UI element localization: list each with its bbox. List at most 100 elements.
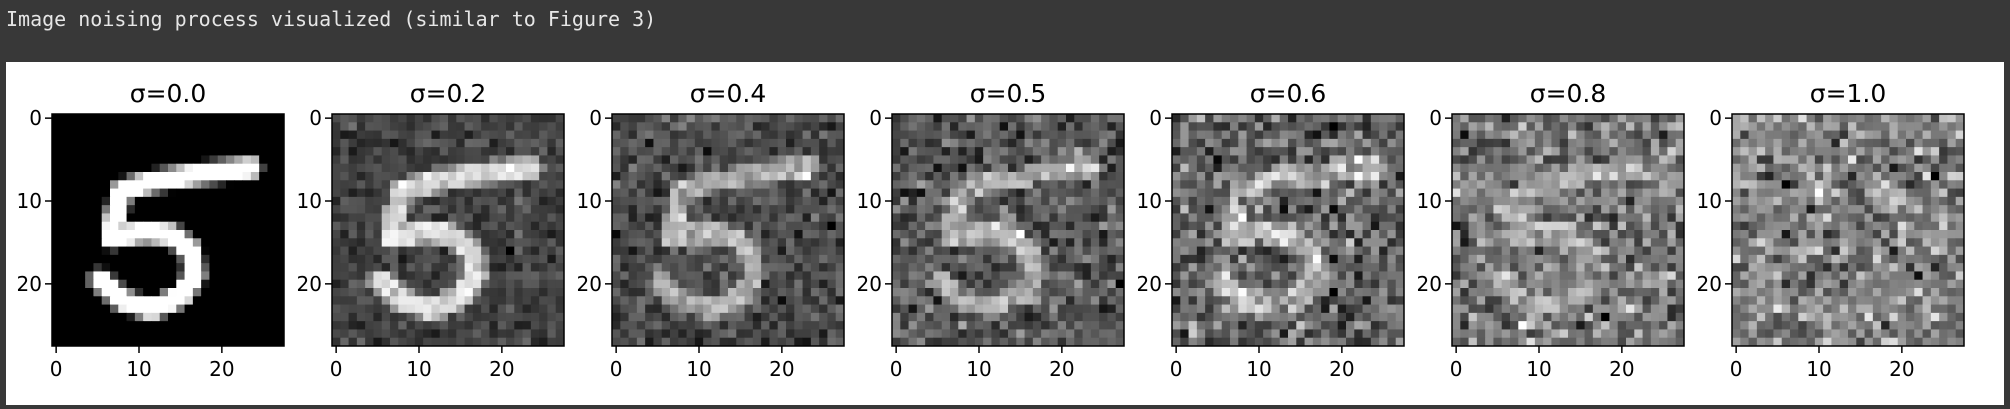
pixel-cell	[176, 155, 185, 165]
pixel-cell	[1559, 122, 1569, 131]
pixel-cell	[1551, 221, 1561, 231]
pixel-cell	[1889, 163, 1899, 173]
pixel-cell	[1041, 254, 1050, 264]
pixel-cell	[1518, 196, 1527, 206]
pixel-cell	[406, 138, 416, 148]
pixel-cell	[983, 147, 992, 156]
pixel-cell	[1090, 155, 1100, 165]
pixel-cell	[661, 263, 671, 272]
pixel-cell	[1041, 271, 1050, 281]
pixel-cell	[1329, 246, 1339, 256]
pixel-cell	[481, 337, 490, 347]
pixel-cell	[539, 321, 548, 330]
pixel-cell	[340, 288, 349, 297]
pixel-cell	[711, 221, 721, 231]
pixel-cell	[340, 138, 349, 148]
pixel-cell	[439, 254, 449, 264]
x-tick-label: 0	[50, 357, 63, 381]
pixel-cell	[390, 254, 399, 264]
y-tick-label: 0	[1429, 106, 1442, 130]
pixel-cell	[769, 163, 779, 173]
pixel-cell	[900, 312, 909, 322]
pixel-cell	[916, 205, 926, 214]
pixel-cell	[126, 205, 136, 214]
pixel-cell	[60, 263, 69, 272]
pixel-cell	[777, 180, 787, 189]
pixel-cell	[1346, 163, 1355, 173]
pixel-cell	[777, 213, 787, 223]
pixel-cell	[827, 254, 837, 264]
pixel-cell	[118, 296, 127, 305]
pixel-cell	[1057, 122, 1067, 131]
pixel-cell	[1460, 246, 1469, 256]
pixel-cell	[1082, 196, 1092, 206]
y-tick-label: 20	[17, 272, 42, 296]
pixel-cell	[1667, 114, 1677, 123]
pixel-cell	[439, 271, 449, 281]
pixel-cell	[1667, 205, 1677, 214]
pixel-cell	[481, 254, 490, 264]
pixel-cell	[1939, 155, 1948, 165]
pixel-cell	[1518, 296, 1527, 305]
pixel-cell	[439, 238, 449, 247]
pixel-cell	[1452, 321, 1461, 330]
pixel-cell	[810, 147, 820, 156]
pixel-cell	[259, 296, 268, 305]
pixel-cell	[1740, 130, 1749, 140]
pixel-cell	[118, 163, 127, 173]
pixel-cell	[101, 312, 111, 322]
pixel-cell	[1526, 180, 1536, 189]
pixel-cell	[539, 263, 548, 272]
pixel-cell	[1032, 221, 1042, 231]
pixel-cell	[60, 329, 69, 339]
pixel-cell	[1057, 296, 1067, 305]
pixel-cell	[118, 147, 127, 156]
pixel-cell	[678, 213, 687, 223]
pixel-cell	[827, 196, 837, 206]
pixel-cell	[192, 122, 202, 131]
pixel-cell	[1493, 205, 1503, 214]
pixel-cell	[827, 172, 837, 181]
pixel-cell	[744, 254, 754, 264]
pixel-cell	[916, 304, 926, 314]
pixel-cell	[719, 337, 729, 347]
pixel-cell	[472, 288, 482, 297]
pixel-cell	[1090, 271, 1100, 281]
pixel-cell	[645, 221, 654, 231]
pixel-cell	[974, 321, 984, 330]
pixel-cell	[752, 147, 762, 156]
pixel-cell	[1634, 163, 1643, 173]
pixel-cell	[925, 213, 934, 223]
pixel-cell	[612, 230, 621, 239]
pixel-cell	[134, 304, 144, 314]
pixel-cell	[1872, 163, 1882, 173]
pixel-cell	[1584, 230, 1594, 239]
pixel-cell	[1288, 254, 1297, 264]
pixel-cell	[1395, 312, 1405, 322]
pixel-cell	[1329, 122, 1339, 131]
pixel-cell	[1584, 205, 1594, 214]
pixel-cell	[159, 188, 169, 198]
pixel-cell	[777, 337, 787, 347]
pixel-cell	[93, 155, 103, 165]
pixel-cell	[406, 246, 416, 256]
pixel-cell	[1667, 172, 1677, 181]
pixel-cell	[93, 279, 103, 289]
pixel-cell	[1221, 205, 1231, 214]
pixel-cell	[678, 279, 687, 289]
pixel-cell	[464, 271, 474, 281]
pixel-cell	[93, 230, 103, 239]
pixel-cell	[1082, 172, 1092, 181]
pixel-cell	[612, 221, 621, 231]
pixel-cell	[694, 337, 704, 347]
pixel-cell	[85, 246, 94, 256]
pixel-cell	[332, 147, 341, 156]
pixel-cell	[259, 246, 268, 256]
pixel-cell	[1543, 271, 1552, 281]
pixel-cell	[118, 263, 127, 272]
pixel-cell	[259, 147, 268, 156]
pixel-cell	[176, 172, 185, 181]
pixel-cell	[1304, 238, 1314, 247]
pixel-cell	[497, 230, 507, 239]
pixel-cell	[456, 246, 465, 256]
